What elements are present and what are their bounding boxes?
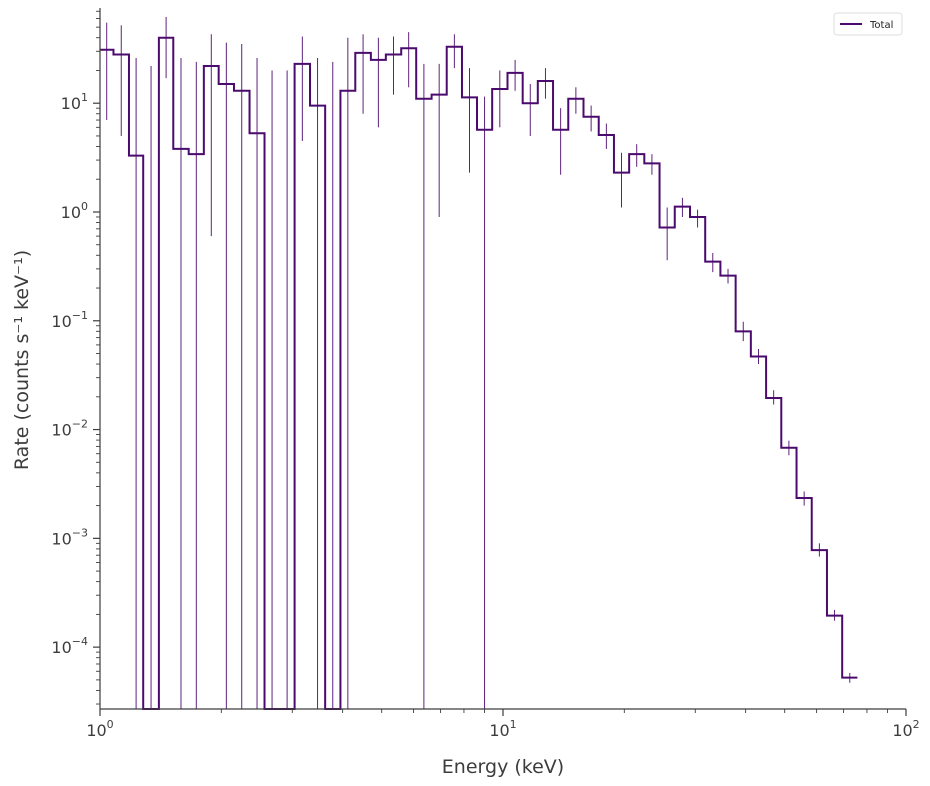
legend: Total — [833, 12, 903, 36]
legend-frame — [833, 12, 903, 36]
y-tick-label: 10−3 — [51, 526, 88, 548]
series-total-step — [100, 36, 858, 710]
legend-label-total: Total — [869, 20, 893, 31]
y-tick-label: 10−1 — [51, 309, 88, 331]
y-axis-label: Rate (counts s⁻¹ keV⁻¹) — [11, 250, 33, 470]
x-tick-label: 101 — [489, 718, 516, 740]
axes: 100 101 102 101 100 10−1 10−2 10−3 10−4 — [51, 8, 920, 740]
y-tick-label: 101 — [61, 91, 88, 113]
plot-area — [100, 16, 858, 710]
y-tick-label: 100 — [61, 200, 88, 222]
x-axis-label: Energy (keV) — [442, 756, 564, 778]
x-tick-label: 100 — [86, 718, 113, 740]
y-tick-label: 10−4 — [51, 635, 88, 657]
y-tick-label: 10−2 — [51, 418, 88, 440]
x-tick-label: 102 — [892, 718, 919, 740]
